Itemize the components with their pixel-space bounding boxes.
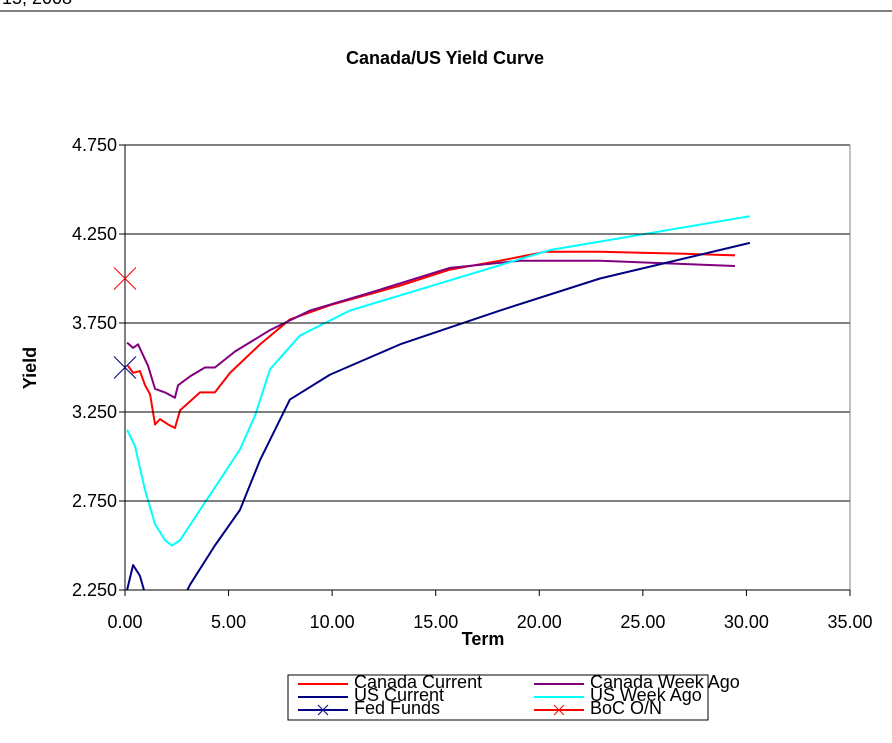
y-tick-label: 2.250 [72, 580, 117, 600]
series-line [126, 215, 751, 547]
y-tick-label: 3.250 [72, 402, 117, 422]
legend-marker-stroke [317, 704, 329, 716]
x-axis-title: Term [462, 629, 505, 649]
point-marker [113, 356, 137, 379]
x-tick-label: 0.00 [107, 612, 142, 632]
point-marker-stroke [113, 267, 137, 290]
legend-label: Fed Funds [354, 698, 440, 718]
legend-label: BoC O/N [590, 698, 662, 718]
x-tick-label: 10.00 [310, 612, 355, 632]
series-line [126, 259, 736, 399]
legend-marker [553, 704, 565, 716]
x-tick-label: 35.00 [827, 612, 872, 632]
y-axis-title: Yield [20, 347, 40, 389]
series-line [126, 241, 751, 590]
y-tick-label: 4.750 [72, 135, 117, 155]
y-tick-label: 2.750 [72, 491, 117, 511]
legend-label: Canada Current [354, 672, 482, 692]
point-marker-stroke [113, 356, 137, 379]
header-text: 15, 2008 [2, 0, 72, 8]
legend [287, 674, 709, 721]
x-tick-label: 5.00 [211, 612, 246, 632]
legend-label: US Current [354, 685, 444, 705]
x-tick-label: 25.00 [620, 612, 665, 632]
x-tick-label: 20.00 [517, 612, 562, 632]
y-tick-label: 3.750 [72, 313, 117, 333]
x-tick-label: 30.00 [724, 612, 769, 632]
legend-label: Canada Week Ago [590, 672, 740, 692]
chart-title: Canada/US Yield Curve [346, 48, 544, 68]
series-line [127, 250, 736, 430]
plot-lines [126, 215, 751, 590]
x-tick-label: 15.00 [413, 612, 458, 632]
point-marker [113, 267, 137, 290]
legend-label: US Week Ago [590, 685, 702, 705]
y-tick-label: 4.250 [72, 224, 117, 244]
legend-marker [317, 704, 329, 716]
legend-marker-stroke [553, 704, 565, 716]
